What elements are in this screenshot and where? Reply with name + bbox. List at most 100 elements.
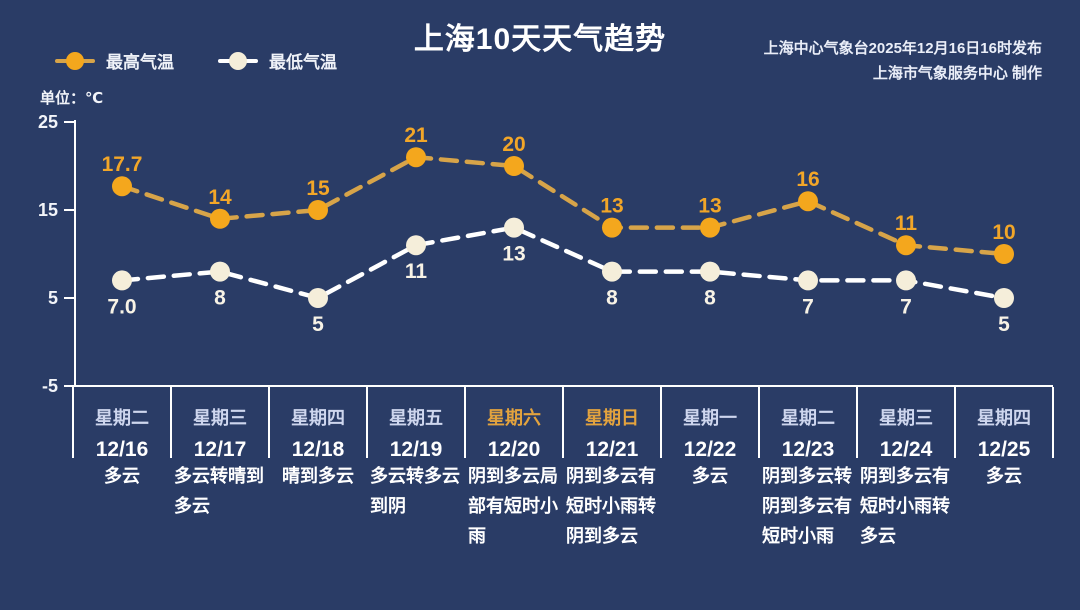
date-label: 12/17 <box>194 438 247 461</box>
high-temp-point <box>112 176 132 197</box>
low-temp-line <box>119 225 1007 301</box>
legend-item-low: 最低气温 <box>218 48 337 73</box>
y-tick-label: 5 <box>48 288 58 308</box>
weather-label: 到阴 <box>370 496 406 516</box>
high-temp-line <box>119 154 1007 257</box>
high-temp-point <box>210 208 230 229</box>
low-temp-value: 13 <box>502 243 525 266</box>
weather-label: 阴到多云转 <box>762 465 852 486</box>
weather-label: 阴到多云有 <box>762 495 852 516</box>
high-temp-point <box>504 156 524 176</box>
date-label: 12/16 <box>96 438 149 461</box>
weather-label: 多云 <box>104 465 140 486</box>
weather-label: 多云 <box>692 465 728 486</box>
low-temp-point <box>308 288 328 308</box>
weekday-label: 星期二 <box>781 408 835 428</box>
low-temp-marker-icon <box>218 51 258 70</box>
low-temp-point <box>700 261 720 282</box>
high-temp-value: 17.7 <box>102 153 143 176</box>
weather-label: 多云 <box>860 525 896 546</box>
low-temp-value: 11 <box>405 260 428 283</box>
weather-label: 短时小雨转 <box>566 495 656 516</box>
low-temp-point <box>504 217 524 238</box>
weekday-label: 星期日 <box>585 408 639 428</box>
high-temp-value: 10 <box>992 221 1015 244</box>
weather-label: 晴到多云 <box>282 465 354 486</box>
weather-label: 短时小雨转 <box>860 495 950 516</box>
page-title: 上海10天天气趋势 <box>413 23 667 56</box>
weekday-label: 星期四 <box>977 408 1031 428</box>
high-temp-point <box>602 217 622 238</box>
high-temp-value: 16 <box>796 168 819 191</box>
high-temp-value: 14 <box>208 186 232 209</box>
date-label: 12/20 <box>488 438 541 461</box>
weekday-label: 星期三 <box>193 408 247 428</box>
low-temp-value: 8 <box>704 287 716 310</box>
weather-label: 多云 <box>986 465 1022 486</box>
publisher-info: 上海中心气象台2025年12月16日16时发布 上海市气象服务中心 制作 <box>764 36 1042 86</box>
weekday-label: 星期一 <box>683 408 737 428</box>
low-temp-value: 5 <box>998 313 1010 336</box>
weather-label: 短时小雨 <box>762 525 834 546</box>
date-label: 12/23 <box>782 438 835 461</box>
high-temp-point <box>994 244 1014 264</box>
low-temp-value: 7 <box>900 295 912 318</box>
high-temp-value: 13 <box>600 195 623 218</box>
legend: 最高气温 最低气温 <box>55 48 337 73</box>
low-temp-value: 8 <box>606 287 618 310</box>
date-label: 12/21 <box>586 438 639 461</box>
weather-label: 多云 <box>174 495 210 516</box>
high-temp-value: 11 <box>895 212 918 235</box>
low-temp-value: 8 <box>214 287 226 310</box>
low-temp-value: 7 <box>802 295 814 318</box>
weather-label: 多云转晴到 <box>174 465 264 486</box>
low-temp-point <box>994 288 1014 308</box>
low-temp-value: 7.0 <box>107 295 136 318</box>
date-label: 12/19 <box>390 438 443 461</box>
weather-label: 阴到多云局 <box>468 465 558 486</box>
date-label: 12/18 <box>292 438 345 461</box>
low-temp-point <box>406 235 426 256</box>
high-temp-marker-icon <box>55 51 95 70</box>
low-temp-point <box>112 270 132 291</box>
unit-label: 单位：℃ <box>40 90 104 107</box>
weather-label: 阴到多云有 <box>566 465 656 486</box>
weekday-label: 星期五 <box>389 408 443 428</box>
date-label: 12/25 <box>978 438 1031 461</box>
y-tick-label: -5 <box>42 376 58 396</box>
date-label: 12/24 <box>880 438 933 461</box>
high-temp-point <box>700 217 720 238</box>
high-temp-point <box>406 147 426 168</box>
weekday-label: 星期二 <box>95 408 149 428</box>
date-label: 12/22 <box>684 438 737 461</box>
legend-label-low: 最低气温 <box>269 53 337 72</box>
low-temp-value: 5 <box>312 313 324 336</box>
weather-label: 阴到多云 <box>566 525 638 546</box>
high-temp-point <box>896 235 916 256</box>
weekday-label: 星期三 <box>879 408 933 428</box>
issuer-text: 上海中心气象台2025年12月16日16时发布 <box>763 40 1042 57</box>
high-temp-value: 21 <box>404 124 428 147</box>
low-temp-point <box>896 270 916 291</box>
y-tick-label: 25 <box>38 112 58 132</box>
weekday-label: 星期四 <box>291 408 345 428</box>
high-temp-value: 20 <box>502 133 525 156</box>
high-temp-value: 15 <box>306 177 330 200</box>
weather-label: 多云转多云 <box>370 465 460 486</box>
high-temp-value: 13 <box>698 195 721 218</box>
y-tick-label: 15 <box>38 200 58 220</box>
weather-label: 雨 <box>468 526 486 546</box>
low-temp-point <box>602 261 622 282</box>
weekday-label: 星期六 <box>487 407 541 428</box>
low-temp-point <box>210 261 230 282</box>
low-temp-point <box>798 270 818 291</box>
legend-label-high: 最高气温 <box>106 53 174 72</box>
producer-text: 上海市气象服务中心 制作 <box>872 65 1042 82</box>
weather-label: 部有短时小 <box>468 495 558 516</box>
legend-item-high: 最高气温 <box>55 48 174 73</box>
high-temp-point <box>308 200 328 220</box>
high-temp-point <box>798 191 818 212</box>
weather-label: 阴到多云有 <box>860 465 950 486</box>
